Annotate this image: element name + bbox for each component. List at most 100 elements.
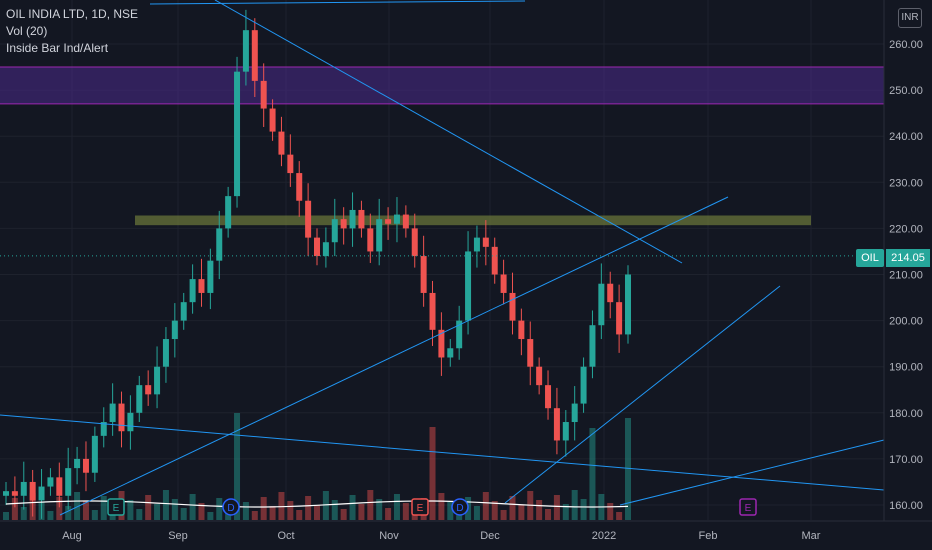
event-marker[interactable]: E xyxy=(411,498,429,516)
volume-bar xyxy=(562,504,569,520)
volume-bar xyxy=(278,492,285,520)
x-tick-label: Nov xyxy=(379,530,399,542)
volume-bar xyxy=(367,490,374,520)
event-marker[interactable]: D xyxy=(451,498,469,516)
volume-bar xyxy=(11,498,18,520)
y-tick-label: 260.00 xyxy=(889,39,923,51)
x-tick-label: Mar xyxy=(802,530,821,542)
volume-bar xyxy=(447,502,454,520)
candle-body xyxy=(349,209,356,229)
x-tick-label: Oct xyxy=(277,530,294,542)
volume-bar xyxy=(56,497,63,520)
trend-line xyxy=(504,285,781,504)
volume-bar xyxy=(349,495,356,520)
candle-body xyxy=(189,279,196,303)
candle-body xyxy=(100,422,107,436)
volume-bar xyxy=(198,503,205,520)
candle-body xyxy=(136,385,143,413)
candle-body xyxy=(473,237,480,252)
y-tick-label: 250.00 xyxy=(889,85,923,97)
candle-body xyxy=(118,403,125,432)
svg-text:E: E xyxy=(417,503,424,514)
y-tick-label: 190.00 xyxy=(889,362,923,374)
volume-bar xyxy=(251,511,258,520)
x-tick-label: Sep xyxy=(168,530,188,542)
candle-body xyxy=(500,274,507,293)
price-symbol-tag: OIL xyxy=(856,249,884,267)
candle-body xyxy=(314,237,320,257)
volume-bar xyxy=(340,509,347,520)
candle-body xyxy=(616,302,623,335)
volume-bar xyxy=(82,501,89,520)
currency-button[interactable]: INR xyxy=(898,8,922,28)
volume-bar xyxy=(260,497,267,520)
candle-body xyxy=(296,173,303,201)
candle-body xyxy=(429,292,436,330)
volume-bar xyxy=(234,413,241,520)
candle-body xyxy=(589,325,596,367)
legend-indicator: Inside Bar Ind/Alert xyxy=(6,41,109,55)
volume-bar xyxy=(189,494,196,520)
volume-bar xyxy=(136,509,143,520)
time-axis xyxy=(0,521,932,550)
candle-body xyxy=(91,435,98,473)
y-tick-label: 220.00 xyxy=(889,223,923,235)
candle-body xyxy=(545,385,552,409)
y-tick-label: 160.00 xyxy=(889,500,923,512)
candle-body xyxy=(260,80,267,109)
event-marker[interactable]: D xyxy=(222,498,240,516)
event-marker[interactable]: E xyxy=(107,498,125,516)
candle-body xyxy=(47,477,54,487)
trend-line xyxy=(149,0,526,5)
candle-body xyxy=(367,228,374,252)
volume-bar xyxy=(571,490,578,520)
resistance-zone xyxy=(135,215,811,226)
volume-bar xyxy=(100,496,107,520)
volume-bar xyxy=(47,511,54,520)
candle-body xyxy=(331,219,338,243)
volume-bar xyxy=(314,505,320,520)
candle-body xyxy=(278,131,285,155)
candle-body xyxy=(3,491,9,496)
volume-bar xyxy=(269,506,276,520)
price-axis xyxy=(884,0,932,550)
candle-body xyxy=(305,200,312,238)
candle-body xyxy=(65,468,72,496)
candle-body xyxy=(482,237,489,247)
candle-body xyxy=(154,366,161,395)
volume-bar xyxy=(29,493,36,520)
candle-body xyxy=(109,403,116,423)
volume-bar xyxy=(180,508,187,520)
candle-body xyxy=(518,320,525,340)
candle-body xyxy=(20,481,27,496)
volume-bar xyxy=(207,512,214,520)
candle-body xyxy=(509,292,516,321)
candle-body xyxy=(145,385,152,395)
y-tick-label: 180.00 xyxy=(889,408,923,420)
svg-text:D: D xyxy=(456,503,463,514)
supply-zone xyxy=(0,67,884,104)
candle-body xyxy=(456,320,463,349)
volume-bar xyxy=(518,505,525,520)
x-tick-label: Feb xyxy=(699,530,718,542)
volume-bar xyxy=(127,500,134,520)
candle-body xyxy=(376,219,383,252)
volume-bar xyxy=(553,495,560,520)
x-tick-label: Aug xyxy=(62,530,82,542)
volume-bar xyxy=(65,506,72,520)
volume-bar xyxy=(393,494,400,520)
legend-volume: Vol (20) xyxy=(6,24,48,38)
candle-body xyxy=(162,339,169,367)
last-price-tag: 214.05 xyxy=(886,249,930,267)
candle-body xyxy=(225,196,232,229)
volume-bar xyxy=(411,512,418,520)
volume-bar xyxy=(20,507,27,520)
y-tick-label: 170.00 xyxy=(889,454,923,466)
volume-bar xyxy=(402,503,409,520)
candle-body xyxy=(251,30,258,81)
volume-bar xyxy=(616,512,623,520)
candle-body xyxy=(438,329,445,358)
event-marker[interactable]: E xyxy=(739,498,757,516)
trend-line xyxy=(59,196,729,516)
